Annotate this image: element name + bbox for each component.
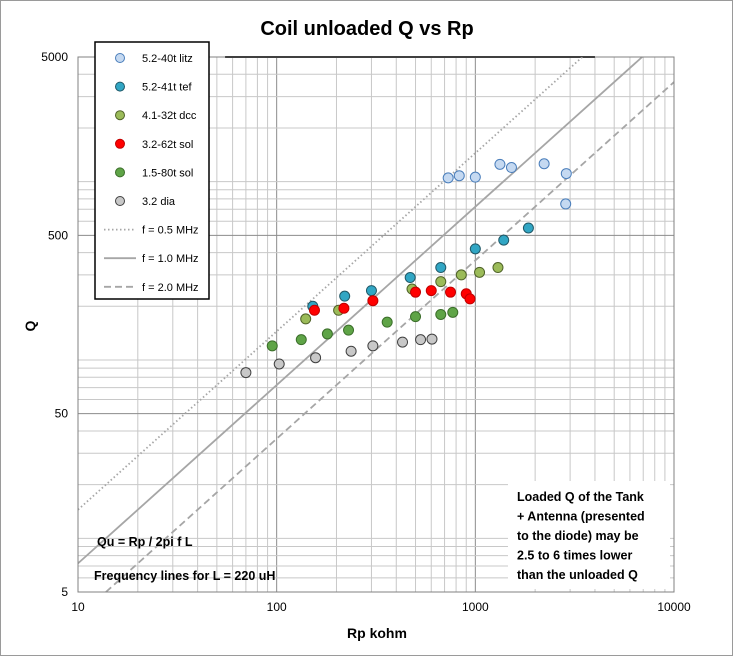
data-point — [345, 345, 357, 357]
legend-label: f = 2.0 MHz — [142, 282, 199, 294]
legend-label: 5.2-41t tef — [142, 82, 192, 94]
annotation-line: Loaded Q of the Tank — [517, 490, 644, 504]
data-points — [240, 158, 572, 379]
data-point — [469, 171, 481, 183]
x-tick-label: 10 — [71, 600, 85, 614]
tick-labels: 10 100 1000 10000 5 50 500 5000 — [41, 50, 691, 614]
legend-marker — [115, 81, 125, 92]
data-point — [505, 162, 517, 174]
data-point — [498, 234, 510, 246]
frequency-lines — [77, 56, 675, 593]
data-point — [425, 285, 437, 297]
legend-marker — [115, 138, 125, 149]
data-point — [435, 308, 447, 320]
data-point — [343, 324, 355, 336]
data-point — [338, 302, 350, 314]
frequency-line-2-mhz — [105, 81, 675, 593]
data-point — [447, 306, 459, 318]
data-point — [367, 340, 379, 352]
data-point — [410, 311, 422, 323]
legend-label: f = 1.0 MHz — [142, 253, 199, 265]
data-point — [522, 222, 534, 234]
legend-marker — [115, 167, 125, 178]
data-point — [426, 333, 438, 345]
x-tick-label: 10000 — [657, 600, 691, 614]
legend-label: 4.1-32t dcc — [142, 110, 197, 122]
data-point — [321, 328, 333, 340]
x-tick-label: 1000 — [462, 600, 489, 614]
legend-label: 3.2 dia — [142, 196, 176, 208]
plot-area — [77, 56, 675, 593]
data-point — [300, 313, 312, 325]
data-point — [455, 269, 467, 281]
y-axis-title: Q — [22, 320, 38, 331]
data-point — [560, 168, 572, 180]
chart-title: Coil unloaded Q vs Rp — [260, 18, 473, 40]
formula-annotation: Qu = Rp / 2pi f L Frequency lines for L … — [94, 535, 275, 583]
y-tick-label: 50 — [55, 407, 69, 421]
frequency-line-1-mhz — [77, 56, 643, 565]
formula-text: Qu = Rp / 2pi f L — [97, 535, 193, 549]
annotation-line: 2.5 to 6 times lower — [517, 549, 632, 563]
legend-marker — [115, 53, 125, 63]
legend-label: 1.5-80t sol — [142, 167, 193, 179]
frequency-line-0.5-mhz — [77, 56, 583, 511]
y-tick-label: 500 — [48, 228, 68, 242]
data-point — [492, 262, 504, 274]
legend: 5.2-40t litz 5.2-41t tef 4.1-32t dcc 3.2-62… — [94, 41, 210, 300]
y-tick-label: 5000 — [41, 50, 68, 64]
legend-marker — [115, 110, 125, 121]
x-tick-label: 100 — [267, 600, 287, 614]
data-point — [445, 286, 457, 298]
legend-label: f = 0.5 MHz — [142, 225, 199, 237]
data-point — [308, 304, 320, 316]
data-point — [367, 295, 379, 307]
legend-label: 3.2-62t sol — [142, 139, 193, 151]
data-point — [295, 334, 307, 346]
data-point — [381, 316, 393, 328]
data-point — [474, 266, 486, 278]
data-point — [365, 285, 377, 297]
legend-marker — [115, 196, 125, 206]
y-tick-label: 5 — [61, 585, 68, 599]
data-point — [560, 198, 572, 210]
loaded-q-annotation: Loaded Q of the Tank + Antenna (presented… — [508, 481, 670, 589]
data-point — [435, 262, 447, 274]
data-point — [469, 243, 481, 255]
data-point — [397, 336, 409, 348]
data-point — [453, 170, 465, 182]
data-point — [240, 367, 252, 379]
annotation-line: than the unloaded Q — [517, 568, 638, 582]
data-point — [266, 340, 278, 352]
data-point — [442, 172, 454, 184]
data-point — [404, 272, 416, 284]
data-point — [415, 334, 427, 346]
annotation-background — [508, 481, 670, 589]
data-point — [435, 276, 447, 288]
data-point — [494, 158, 506, 170]
x-axis-title: Rp kohm — [347, 625, 407, 641]
data-point — [339, 290, 351, 302]
data-point — [538, 158, 550, 170]
legend-box — [94, 41, 210, 300]
annotation-line: + Antenna (presented — [517, 510, 645, 524]
frequency-note-text: Frequency lines for L = 220 uH — [94, 569, 275, 583]
data-point — [310, 352, 322, 364]
data-point — [273, 358, 285, 370]
data-point — [410, 286, 422, 298]
data-point — [464, 293, 476, 305]
annotation-line: to the diode) may be — [517, 529, 639, 543]
legend-label: 5.2-40t litz — [142, 53, 193, 65]
